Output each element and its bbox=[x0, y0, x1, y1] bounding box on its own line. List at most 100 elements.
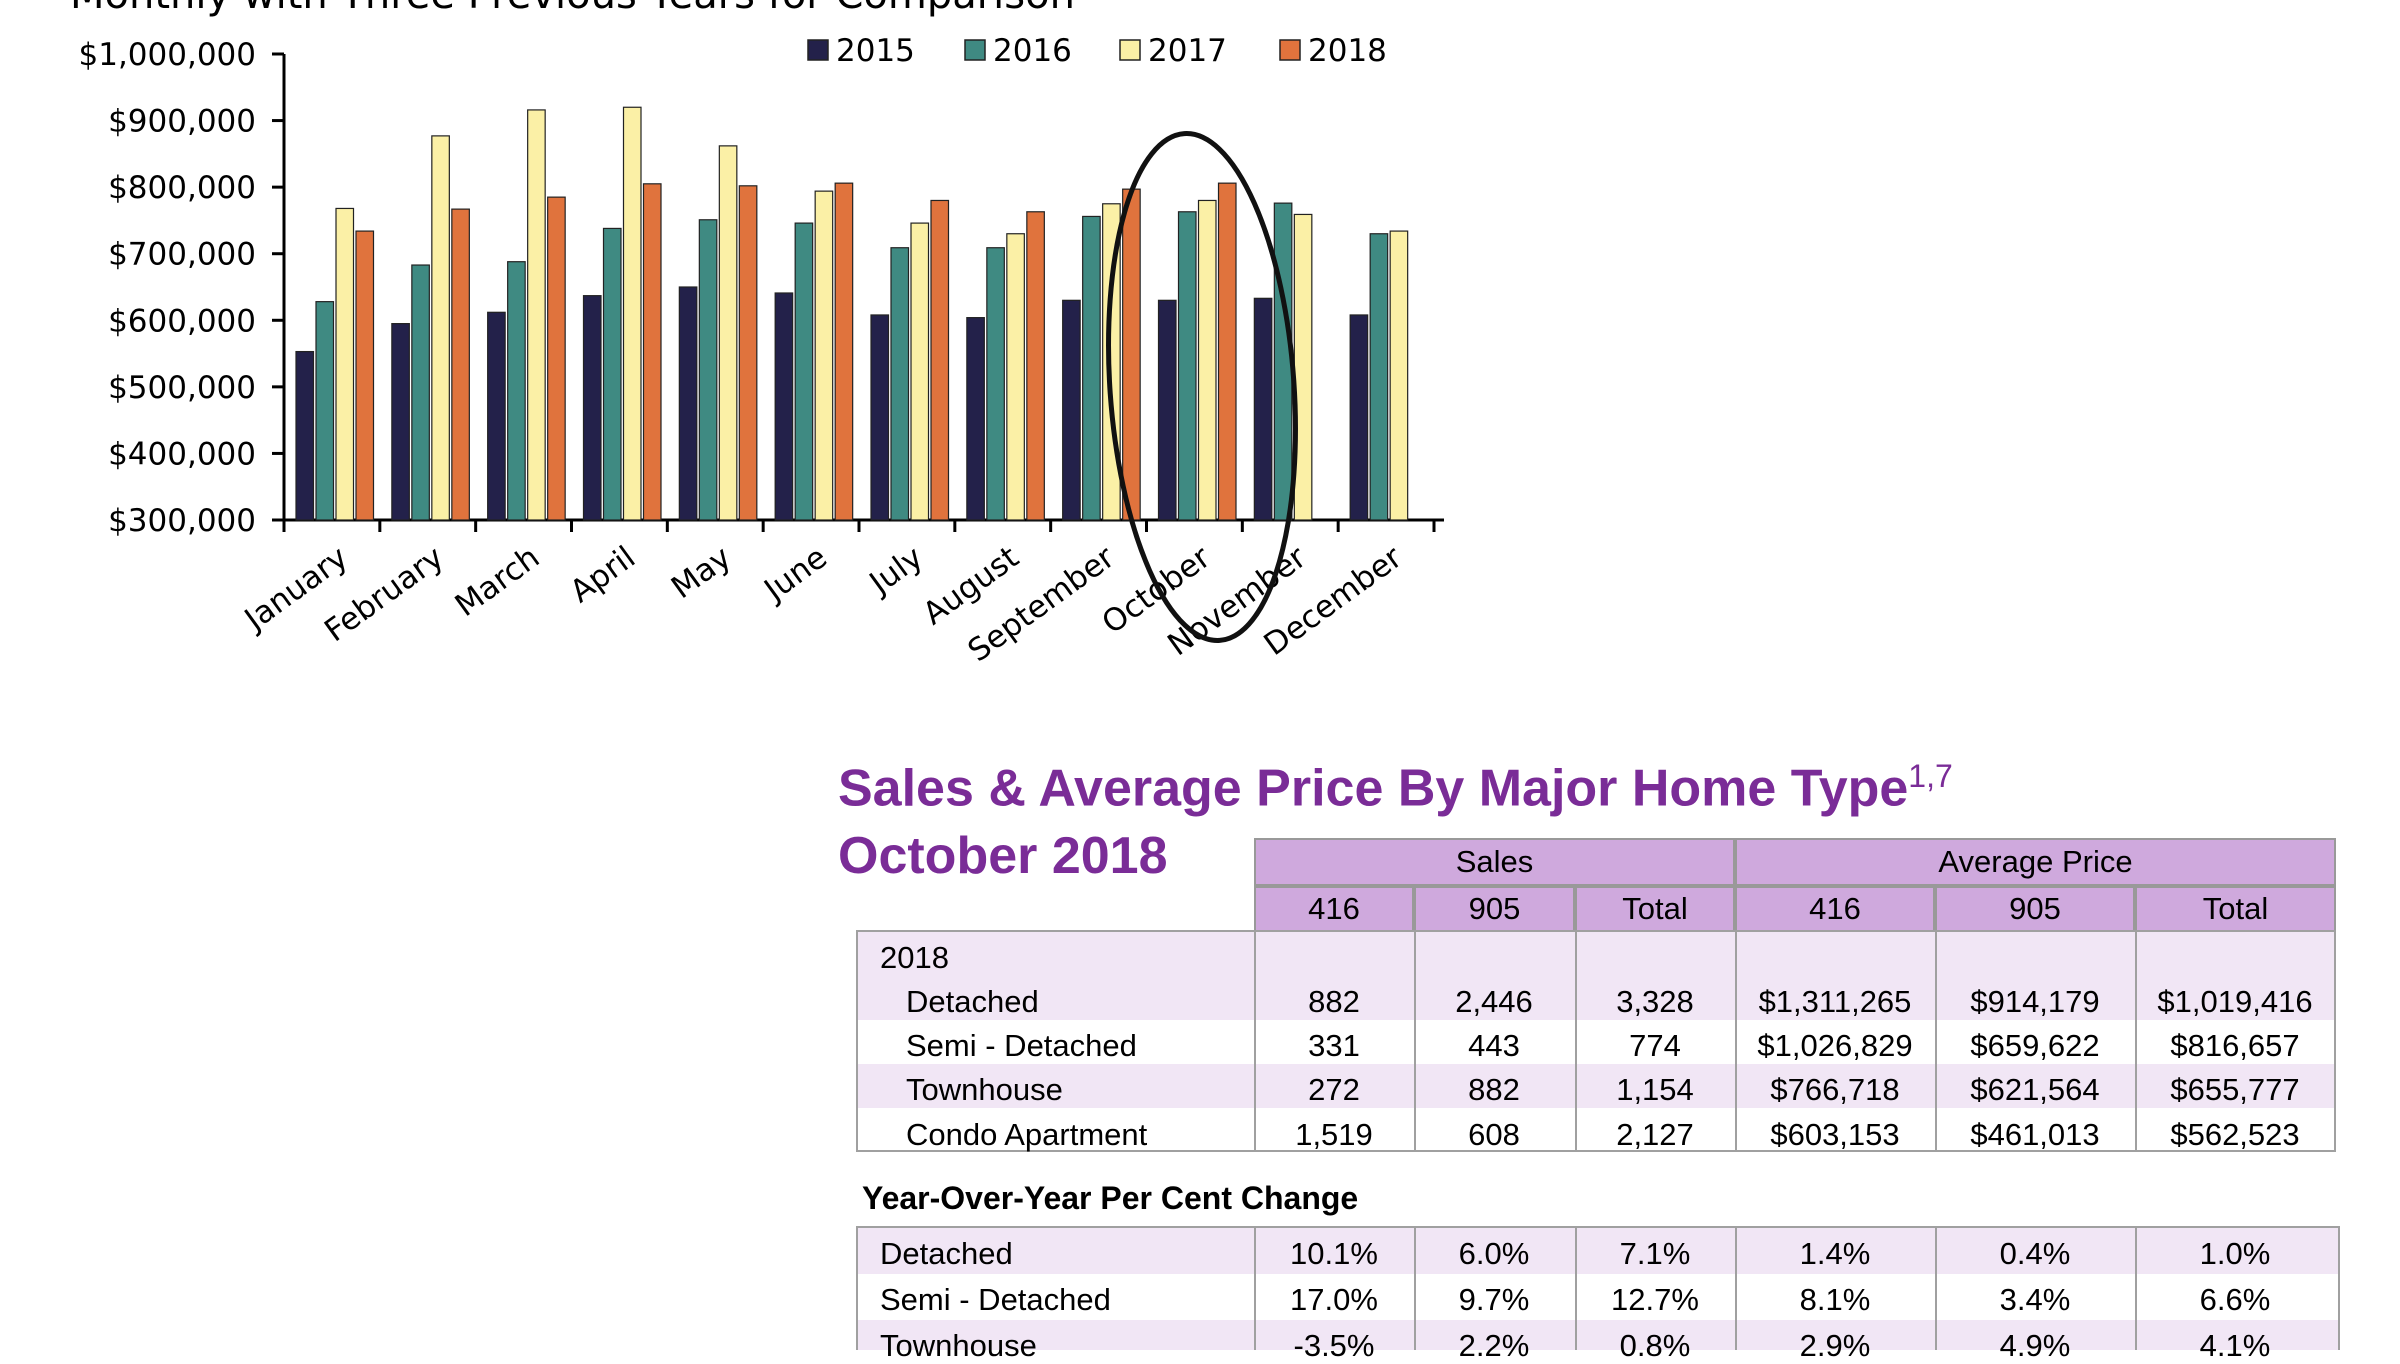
cell-townhouse-3: $766,718 bbox=[1770, 1072, 1900, 1107]
legend-swatch-2015 bbox=[807, 39, 829, 61]
bar-2015-october bbox=[1157, 299, 1177, 521]
y-tick-label: $500,000 bbox=[108, 370, 256, 406]
x-tick-label-march: March bbox=[449, 539, 547, 624]
table-subtitle: October 2018 bbox=[838, 827, 1168, 885]
bar-2016-november bbox=[1273, 202, 1293, 521]
cell-detached-0: 882 bbox=[1308, 984, 1360, 1019]
bar-2015-november bbox=[1253, 297, 1273, 521]
bar-2017-october bbox=[1197, 199, 1217, 521]
yoy-title: Year-Over-Year Per Cent Change bbox=[862, 1180, 1359, 1216]
bar-2017-may bbox=[718, 145, 738, 521]
row-band-condo bbox=[856, 1108, 2336, 1152]
year-label: 2018 bbox=[880, 940, 949, 975]
yoy-cell-townhouse-0: -3.5% bbox=[1293, 1328, 1375, 1363]
bar-2018-april bbox=[642, 183, 662, 521]
cell-townhouse-4: $621,564 bbox=[1970, 1072, 2100, 1107]
cell-condo-apartment-2: 2,127 bbox=[1616, 1117, 1694, 1152]
table-left-border bbox=[856, 930, 858, 1152]
yoy-band-semi bbox=[856, 1274, 2340, 1320]
row-label-semi-detached: Semi - Detached bbox=[906, 1028, 1137, 1063]
y-tick-label: $600,000 bbox=[108, 303, 256, 339]
cell-townhouse-2: 1,154 bbox=[1616, 1072, 1694, 1107]
chart-title: Monthly with Three Previous Years for Co… bbox=[70, 0, 1075, 18]
yoy-band-town bbox=[856, 1320, 2340, 1350]
row-band-semi bbox=[856, 1020, 2336, 1064]
legend-swatch-2016 bbox=[964, 39, 986, 61]
yoy-cell-townhouse-4: 4.9% bbox=[1999, 1328, 2071, 1363]
bar-2017-june bbox=[814, 190, 834, 521]
bar-2016-june bbox=[794, 222, 814, 521]
row-label-detached: Detached bbox=[906, 984, 1039, 1019]
yoy-cell-detached-4: 0.4% bbox=[1999, 1236, 2071, 1271]
bar-2018-january bbox=[355, 230, 375, 521]
legend-label-2016: 2016 bbox=[993, 33, 1072, 69]
y-tick-label: $800,000 bbox=[108, 170, 256, 206]
cell-semi-detached-0: 331 bbox=[1308, 1028, 1360, 1063]
bar-2018-may bbox=[738, 185, 758, 521]
bar-2016-february bbox=[411, 264, 430, 521]
yoy-cell-townhouse-5: 4.1% bbox=[2199, 1328, 2271, 1363]
col-header-sales-416: 416 bbox=[1254, 886, 1414, 932]
col-divider bbox=[1414, 930, 1416, 1152]
y-tick-label: $900,000 bbox=[108, 104, 256, 140]
bar-2017-january bbox=[335, 207, 355, 521]
yoy-cell-semi-detached-0: 17.0% bbox=[1290, 1282, 1378, 1317]
table-title-footnote: 1,7 bbox=[1908, 758, 1953, 794]
price-bar-chart: Monthly with Three Previous Years for Co… bbox=[70, 0, 1444, 669]
bar-2015-january bbox=[295, 350, 315, 521]
bar-2015-august bbox=[966, 317, 985, 521]
cell-condo-apartment-3: $603,153 bbox=[1770, 1117, 1900, 1152]
bar-2017-december bbox=[1389, 230, 1409, 521]
yoy-cell-townhouse-3: 2.9% bbox=[1799, 1328, 1871, 1363]
bar-2016-march bbox=[507, 261, 526, 521]
yoy-col-divider bbox=[2135, 1226, 2137, 1350]
yoy-cell-detached-3: 1.4% bbox=[1799, 1236, 1871, 1271]
col-header-sales-total: Total bbox=[1575, 886, 1735, 932]
bar-2016-april bbox=[602, 227, 622, 521]
bar-2016-august bbox=[986, 247, 1005, 521]
x-tick-label-april: April bbox=[564, 539, 642, 610]
yoy-col-divider bbox=[1935, 1226, 1937, 1350]
cell-condo-apartment-5: $562,523 bbox=[2170, 1117, 2300, 1152]
yoy-top-border bbox=[856, 1226, 2340, 1228]
row-band-town bbox=[856, 1064, 2336, 1108]
col-header-price-416: 416 bbox=[1735, 886, 1935, 932]
october-circle-annotation bbox=[1106, 131, 1298, 643]
bar-2015-may bbox=[678, 286, 698, 521]
bar-2015-june bbox=[774, 292, 794, 521]
bar-2015-february bbox=[391, 323, 410, 521]
yoy-cell-semi-detached-2: 12.7% bbox=[1611, 1282, 1699, 1317]
table-title: Sales & Average Price By Major Home Type… bbox=[838, 758, 1953, 818]
yoy-right-border bbox=[2338, 1226, 2340, 1350]
table-right-border bbox=[2334, 930, 2336, 1152]
bar-2018-august bbox=[1026, 211, 1045, 521]
cell-semi-detached-4: $659,622 bbox=[1970, 1028, 2100, 1063]
cell-detached-3: $1,311,265 bbox=[1758, 984, 1912, 1019]
bar-2015-march bbox=[487, 311, 506, 521]
bar-2018-march bbox=[547, 196, 566, 521]
cell-townhouse-1: 882 bbox=[1468, 1072, 1520, 1107]
cell-townhouse-0: 272 bbox=[1308, 1072, 1360, 1107]
chart-legend: 2015 2016 2017 2018 bbox=[807, 33, 1387, 69]
bar-2018-february bbox=[451, 208, 470, 521]
legend-label-2018: 2018 bbox=[1308, 33, 1387, 69]
y-tick-label: $1,000,000 bbox=[79, 37, 257, 73]
yoy-label-detached: Detached bbox=[880, 1236, 1013, 1271]
legend-swatch-2018 bbox=[1279, 39, 1301, 61]
col-divider bbox=[1735, 930, 1737, 1152]
table-title-text: Sales & Average Price By Major Home Type bbox=[838, 759, 1909, 818]
bar-2016-december bbox=[1369, 233, 1389, 521]
cell-condo-apartment-4: $461,013 bbox=[1970, 1117, 2100, 1152]
bar-2017-july bbox=[910, 222, 930, 521]
legend-label-2015: 2015 bbox=[836, 33, 915, 69]
col-header-sales-905: 905 bbox=[1414, 886, 1575, 932]
yoy-col-divider bbox=[1254, 1226, 1256, 1350]
y-tick-label: $700,000 bbox=[108, 237, 256, 273]
cell-detached-2: 3,328 bbox=[1616, 984, 1694, 1019]
bar-2017-april bbox=[622, 106, 642, 521]
row-label-townhouse: Townhouse bbox=[906, 1072, 1063, 1107]
col-divider bbox=[2135, 930, 2137, 1152]
yoy-label-townhouse: Townhouse bbox=[880, 1328, 1037, 1363]
yoy-col-divider bbox=[1414, 1226, 1416, 1350]
